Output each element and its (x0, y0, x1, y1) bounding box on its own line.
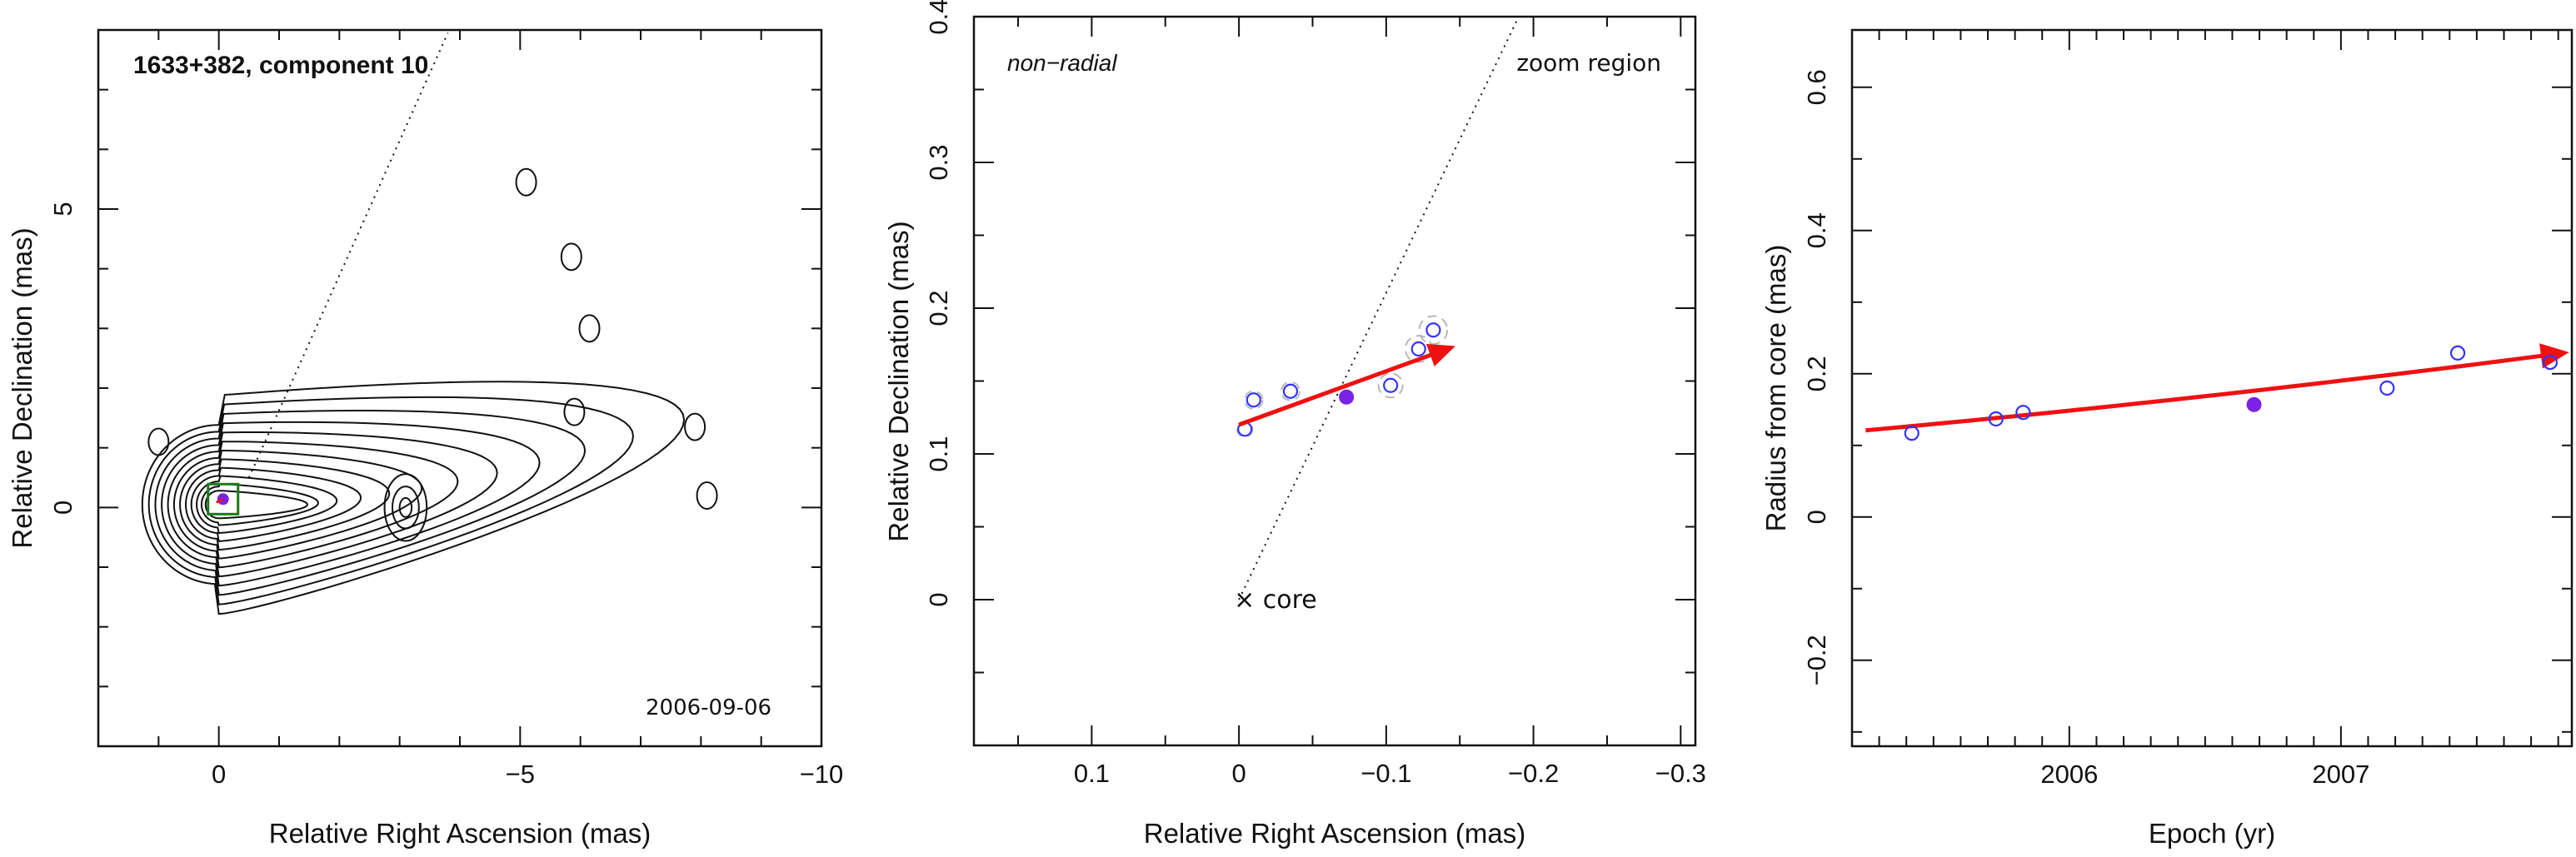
highlight-point (2246, 396, 2262, 412)
y-tick-label: 0.2 (1802, 356, 1831, 391)
panel-radius-vs-epoch: 2006 2007 −0.2 0 0.2 0.4 0.6 Epoch (yr) Radius… (1760, 28, 2574, 849)
x-axis-title: Relative Right Ascension (mas) (1144, 818, 1526, 849)
motion-vector (1238, 343, 1455, 427)
epoch-point (1246, 392, 1261, 408)
y-tick-label: 0.2 (924, 290, 953, 326)
x-axis-title: Epoch (yr) (2149, 818, 2275, 849)
epoch-point (2379, 380, 2395, 396)
error-circle (1244, 390, 1264, 410)
x-axis-title: Relative Right Ascension (mas) (269, 818, 651, 849)
y-axis-title: Radius from core (mas) (1760, 245, 1791, 532)
x-tick-label: −5 (506, 760, 535, 789)
isolated-contour (684, 412, 706, 441)
error-circle (1377, 372, 1404, 399)
tick-labels: 0 −5 −10 0 5 (48, 202, 843, 789)
panel-title: 1633+382, component 10 (133, 52, 428, 79)
epoch-point (1410, 341, 1426, 357)
tick-labels: 0.1 0 −0.1 −0.2 −0.3 0 0.1 0.2 0.3 0.4 (924, 0, 1706, 788)
panel-zoom-region: 0.1 0 −0.1 −0.2 −0.3 0 0.1 0.2 0.3 0.4 non−radial… (883, 0, 1706, 849)
epoch-point (1988, 411, 2004, 427)
contour-line (185, 458, 391, 551)
isolated-contour (560, 242, 582, 272)
contour-line (179, 449, 423, 560)
highlight-point (1339, 389, 1355, 405)
contour-line (190, 466, 362, 542)
plot-frame (1850, 28, 2574, 748)
isolated-contour (696, 481, 718, 510)
vector-shaft (1238, 350, 1440, 427)
axis-ticks (98, 30, 822, 746)
x-tick-label: −0.3 (1655, 759, 1706, 788)
plot-frame (972, 15, 1697, 747)
epoch-points (1237, 322, 1441, 437)
x-tick-label: −0.1 (1360, 759, 1411, 788)
contour-line (200, 482, 319, 526)
epoch-point (1282, 383, 1299, 399)
x-tick-label: 0 (212, 760, 226, 789)
epoch-point (1904, 426, 1920, 441)
y-tick-label: 0 (1802, 510, 1831, 524)
epoch-point (1425, 322, 1441, 338)
y-tick-label: 0.6 (1802, 69, 1831, 105)
y-tick-label: 5 (48, 202, 77, 216)
contour-lines (141, 381, 686, 615)
y-tick-label: 0 (48, 501, 77, 515)
x-tick-label: −0.2 (1508, 759, 1559, 788)
annotation-zoom-region: zoom region (1516, 49, 1661, 77)
x-tick-label: 0 (1231, 759, 1246, 788)
epoch-point (2015, 405, 2031, 421)
contour-line (391, 486, 420, 530)
x-tick-label: 2006 (2040, 760, 2098, 789)
epoch-point (2542, 354, 2559, 371)
plot-frame (97, 28, 823, 748)
contour-line (161, 421, 541, 587)
contour-line (141, 381, 686, 615)
contour-line (147, 396, 635, 605)
annotation-non-radial: non−radial (1007, 50, 1117, 76)
core-direction-line (1238, 16, 1520, 600)
y-tick-label: −0.2 (1802, 635, 1831, 685)
contour-line (383, 473, 428, 542)
fit-curve (1865, 352, 2550, 433)
core-label: × core (1234, 585, 1317, 615)
contour-line (398, 496, 413, 518)
vector-arrowhead (1425, 343, 1455, 366)
y-tick-label: 0.3 (924, 144, 953, 180)
axis-ticks (974, 16, 1695, 745)
jet-direction-line (247, 32, 449, 478)
x-tick-label: 0.1 (1074, 759, 1110, 788)
contour-line (172, 441, 459, 569)
epoch-points (1904, 345, 2559, 441)
contour-line (167, 431, 498, 578)
contour-line (154, 409, 587, 596)
component-marker (207, 482, 240, 516)
isolated-contour (515, 167, 537, 197)
isolated-contours (147, 167, 718, 510)
y-tick-label: 0 (924, 592, 953, 606)
error-circles (1236, 315, 1449, 438)
y-tick-label: 0.4 (924, 0, 953, 35)
panel-contour-map: 0 −5 −10 0 5 1633+382, component 10 2006-09-… (7, 28, 843, 849)
tick-labels: 2006 2007 −0.2 0 0.2 0.4 0.6 (1802, 69, 2369, 789)
y-axis-title: Relative Declination (mas) (883, 221, 914, 541)
fit-arrowhead (2539, 343, 2569, 369)
isolated-contour (578, 314, 601, 343)
y-tick-label: 0.4 (1802, 212, 1831, 248)
x-tick-label: 2007 (2312, 760, 2369, 789)
fit-arrow (1865, 343, 2569, 433)
error-circle (1418, 315, 1449, 346)
epoch-point (1383, 377, 1399, 393)
date-label: 2006-09-06 (646, 695, 771, 720)
y-tick-label: 0.1 (924, 436, 953, 471)
component-vector (216, 497, 224, 504)
epoch-point (2449, 345, 2466, 361)
x-tick-label: −10 (800, 760, 844, 789)
y-axis-title: Relative Declination (mas) (7, 227, 37, 548)
isolated-contour (147, 427, 170, 456)
isolated-contour (563, 397, 586, 426)
zoom-box (207, 482, 240, 516)
axis-ticks (1852, 30, 2572, 746)
contour-line (204, 490, 309, 520)
